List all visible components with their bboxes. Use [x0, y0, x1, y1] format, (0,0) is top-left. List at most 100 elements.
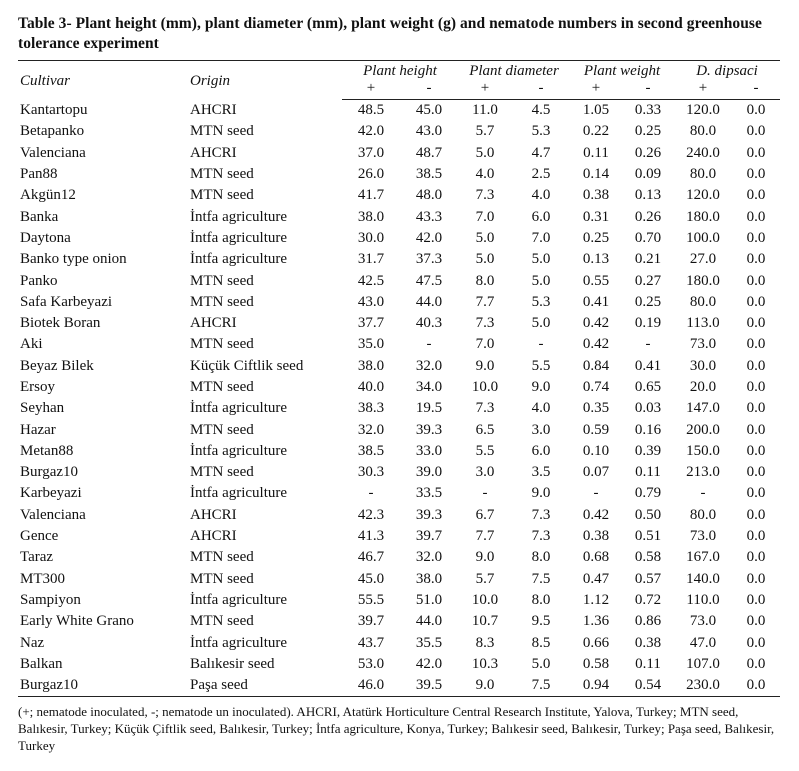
cell-height-minus: 37.3 [415, 251, 443, 268]
cell-cultivar: MT300 [20, 570, 65, 587]
cell-diameter-plus: 5.0 [475, 251, 495, 268]
cell-weight-minus: 0.21 [634, 251, 662, 268]
cell-dipsaci-minus: 0.0 [746, 336, 766, 353]
cell-diameter-minus: 9.0 [531, 485, 551, 502]
cell-dipsaci-plus: 150.0 [686, 442, 720, 459]
cell-origin: MTN seed [190, 570, 254, 587]
cell-height-plus: 35.0 [357, 336, 385, 353]
cell-dipsaci-minus: 0.0 [746, 528, 766, 545]
cell-height-plus: 43.7 [357, 634, 385, 651]
cell-diameter-minus: 6.0 [531, 442, 551, 459]
cell-dipsaci-minus: 0.0 [746, 485, 766, 502]
table-row: Metan88 İntfa agriculture 38.5 33.0 5.5 6.0 0.… [18, 441, 780, 462]
cell-diameter-minus: 5.0 [531, 251, 551, 268]
cell-diameter-minus: 5.0 [531, 315, 551, 332]
cell-weight-minus: 0.11 [635, 655, 661, 672]
table-row: Valenciana AHCRI 42.3 39.3 6.7 7.3 0.42 0.50 80.… [18, 505, 780, 526]
cell-cultivar: Betapanko [20, 123, 85, 140]
cell-height-minus: 38.5 [415, 166, 443, 183]
cell-diameter-minus: 5.3 [531, 123, 551, 140]
cell-dipsaci-plus: 240.0 [686, 144, 720, 161]
cell-dipsaci-minus: 0.0 [746, 549, 766, 566]
cell-dipsaci-plus: 30.0 [689, 357, 717, 374]
cell-weight-plus: 0.41 [582, 293, 610, 310]
cell-height-plus: 42.5 [357, 272, 385, 289]
cell-cultivar: Daytona [20, 229, 71, 246]
cell-weight-plus: 1.12 [582, 591, 610, 608]
cell-diameter-minus: 4.7 [531, 144, 551, 161]
cell-height-minus: 38.0 [415, 570, 443, 587]
cell-height-minus: 43.0 [415, 123, 443, 140]
cell-diameter-minus: 7.3 [531, 506, 551, 523]
cell-dipsaci-plus: 80.0 [689, 506, 717, 523]
cell-diameter-plus: 10.7 [471, 613, 499, 630]
cell-diameter-plus: 6.5 [475, 421, 495, 438]
cell-diameter-minus: 8.0 [531, 549, 551, 566]
cell-dipsaci-plus: 167.0 [686, 549, 720, 566]
cell-weight-plus: 0.25 [582, 229, 610, 246]
cell-diameter-minus: 2.5 [531, 166, 551, 183]
cell-origin: MTN seed [190, 464, 254, 481]
cell-diameter-minus: 8.5 [531, 634, 551, 651]
cell-height-plus: 41.7 [357, 187, 385, 204]
cell-dipsaci-plus: 120.0 [686, 187, 720, 204]
cell-height-plus: 48.5 [357, 102, 385, 119]
cell-dipsaci-minus: 0.0 [746, 315, 766, 332]
header-diameter-minus: - [512, 80, 571, 100]
cell-dipsaci-minus: 0.0 [746, 293, 766, 310]
cell-cultivar: Burgaz10 [20, 464, 79, 481]
table-body: Kantartopu AHCRI 48.5 45.0 11.0 4.5 1.05 0.33 12… [18, 100, 781, 698]
cell-height-plus: 38.3 [357, 400, 385, 417]
cell-weight-plus: 1.36 [582, 613, 610, 630]
cell-weight-minus: - [645, 336, 651, 353]
table-row: Burgaz10 Paşa seed 46.0 39.5 9.0 7.5 0.94 0.54 2… [18, 675, 781, 698]
cell-origin: MTN seed [190, 421, 254, 438]
cell-weight-minus: 0.09 [634, 166, 662, 183]
cell-diameter-minus: 8.0 [531, 591, 551, 608]
table-row: Beyaz Bilek Küçük Ciftlik seed 38.0 32.0 9.0… [18, 356, 780, 377]
cell-height-plus: 45.0 [357, 570, 385, 587]
cell-origin: MTN seed [190, 293, 254, 310]
cell-cultivar: Aki [20, 336, 43, 353]
cell-weight-plus: 0.22 [582, 123, 610, 140]
cell-height-minus: 48.0 [415, 187, 443, 204]
cell-diameter-minus: 5.0 [531, 655, 551, 672]
cell-dipsaci-minus: 0.0 [746, 229, 766, 246]
cell-dipsaci-plus: 80.0 [689, 293, 717, 310]
cell-height-plus: 37.7 [357, 315, 385, 332]
cell-height-minus: 44.0 [415, 293, 443, 310]
cell-diameter-minus: 4.0 [531, 187, 551, 204]
cell-weight-minus: 0.27 [634, 272, 662, 289]
cell-height-minus: 45.0 [415, 102, 443, 119]
cell-cultivar: Hazar [20, 421, 56, 438]
cell-origin: AHCRI [190, 528, 237, 545]
cell-weight-plus: 0.42 [582, 506, 610, 523]
header-d-dipsaci: D. dipsaci [674, 60, 781, 80]
cell-origin: MTN seed [190, 272, 254, 289]
cell-height-minus: 51.0 [415, 591, 443, 608]
cell-dipsaci-minus: 0.0 [746, 442, 766, 459]
table-row: Burgaz10 MTN seed 30.3 39.0 3.0 3.5 0.07 0.11 21… [18, 462, 780, 483]
cell-dipsaci-minus: 0.0 [746, 123, 766, 140]
cell-origin: İntfa agriculture [190, 442, 288, 459]
cell-dipsaci-plus: 47.0 [689, 634, 717, 651]
cell-height-plus: - [368, 485, 374, 502]
cell-diameter-minus: 6.0 [531, 208, 551, 225]
cell-dipsaci-plus: 147.0 [686, 400, 720, 417]
cell-origin: Küçük Ciftlik seed [190, 357, 304, 374]
cell-origin: İntfa agriculture [190, 251, 288, 268]
table-row: Karbeyazi İntfa agriculture - 33.5 - 9.0 - 0.79… [18, 483, 780, 504]
cell-origin: İntfa agriculture [190, 591, 288, 608]
cell-height-plus: 30.0 [357, 229, 385, 246]
cell-height-plus: 37.0 [357, 144, 385, 161]
cell-height-plus: 30.3 [357, 464, 385, 481]
cell-diameter-plus: 10.0 [471, 379, 499, 395]
cell-weight-plus: 0.94 [570, 675, 623, 698]
cell-diameter-minus: 3.5 [531, 464, 551, 481]
cell-dipsaci-minus: 0.0 [746, 102, 766, 119]
cell-cultivar: Seyhan [20, 400, 65, 417]
cell-origin: MTN seed [190, 379, 254, 395]
cell-weight-plus: 0.55 [582, 272, 610, 289]
cell-height-minus: 47.5 [415, 272, 443, 289]
cell-height-plus: 41.3 [357, 528, 385, 545]
